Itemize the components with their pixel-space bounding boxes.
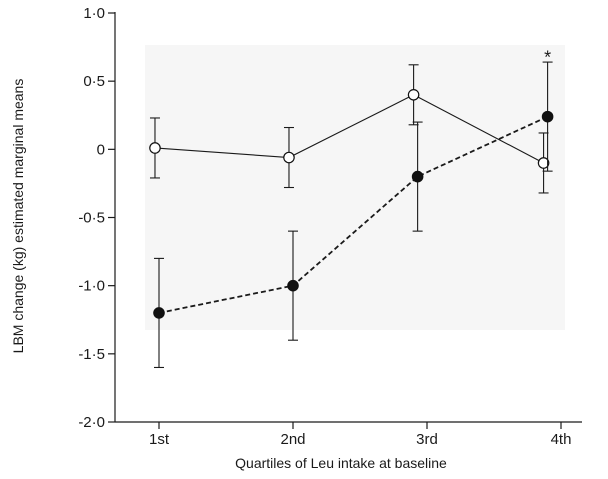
y-tick-label: 0·5 — [83, 73, 105, 90]
filled-point — [411, 170, 424, 183]
y-axis-title: LBM change (kg) estimated marginal means — [10, 79, 26, 354]
open-point — [149, 142, 161, 154]
labels-layer: 1·0 0·5 0 -0·5 -1·0 -1·5 -2·0 1st 2nd 3rd 4th * — [78, 5, 571, 448]
x-tick-label: 1st — [149, 431, 170, 448]
axes — [108, 12, 582, 429]
filled-point — [287, 279, 299, 292]
y-tick-label: -0·5 — [78, 210, 105, 227]
significance-marker: * — [544, 47, 551, 67]
plot-shading — [145, 45, 565, 330]
y-tick-label: 1·0 — [83, 5, 105, 22]
y-tick-label: -1·0 — [78, 278, 105, 295]
x-tick-label: 3rd — [416, 431, 438, 448]
y-tick-label: -2·0 — [78, 414, 105, 431]
x-tick-label: 4th — [551, 431, 572, 448]
filled-point — [153, 307, 165, 319]
open-point — [537, 157, 550, 169]
open-point — [283, 151, 295, 164]
series-1-line — [154, 94, 544, 164]
x-tick-label: 2nd — [280, 431, 305, 448]
x-axis-title: Quartiles of Leu intake at baseline — [235, 455, 447, 471]
filled-point — [541, 110, 554, 123]
y-tick-label: 0 — [97, 141, 105, 158]
series-2-line — [158, 115, 548, 314]
y-tick-label: -1·5 — [78, 346, 105, 363]
series-layer — [149, 61, 554, 369]
open-point — [407, 89, 420, 101]
